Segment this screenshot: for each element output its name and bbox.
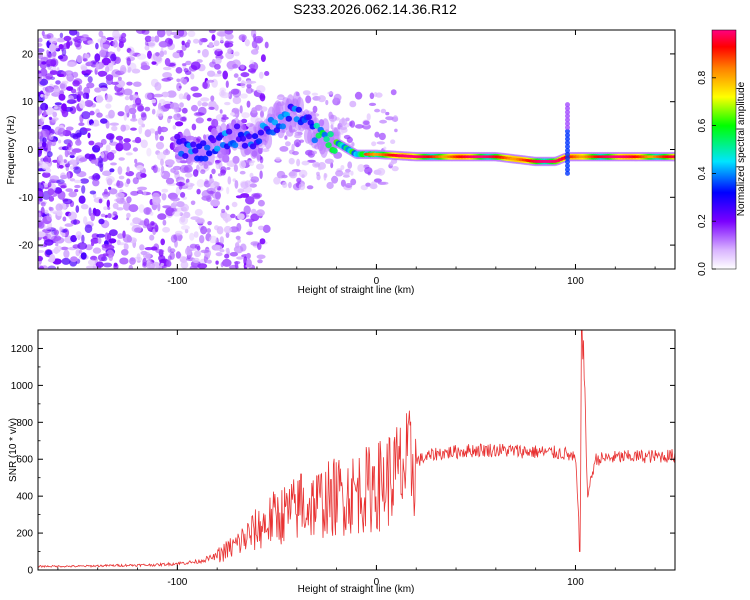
snr-y-tick-label: 1000 [11, 381, 34, 392]
spectrogram-x-tick-label: 100 [567, 276, 584, 287]
snr-y-axis-label: SNR (10 * v/v) [8, 418, 19, 482]
colorbar-gradient [711, 29, 737, 270]
snr-y-tick-label: 1200 [11, 344, 34, 355]
snr-y-tick-label: 800 [16, 418, 33, 429]
spectrogram-x-tick-label: 0 [374, 276, 380, 287]
snr-y-tick-label: 400 [16, 492, 33, 503]
spectrogram-noise-field [38, 30, 400, 269]
snr-x-axis-label: Height of straight line (km) [298, 584, 415, 595]
snr-x-tick-label: -100 [167, 577, 187, 588]
spectrogram-y-tick-label: 10 [22, 97, 34, 108]
snr-y-tick-label: 200 [16, 529, 33, 540]
colorbar-tick-label: 0.4 [697, 166, 708, 180]
spectrogram-ridge [173, 91, 675, 176]
spectrogram-y-tick-label: 20 [22, 49, 34, 60]
colorbar-label: Normalized spectral amplitude [736, 81, 747, 216]
colorbar-tick-label: 0.8 [697, 70, 708, 84]
snr-y-tick-label: 0 [27, 566, 33, 577]
colorbar: 0.0 0.2 0.4 0.6 0.8 Normalized spectral ampl… [697, 29, 747, 276]
colorbar-tick-label: 0.2 [697, 214, 708, 228]
spectrogram-y-tick-label: -10 [19, 193, 34, 204]
snr-x-tick-label: 0 [374, 577, 380, 588]
spectrogram-y-tick-label: 0 [27, 145, 33, 156]
spectrogram-x-axis-label: Height of straight line (km) [298, 285, 415, 296]
colorbar-tick-label: 0.0 [697, 262, 708, 276]
snr-y-tick-label: 600 [16, 455, 33, 466]
snr-x-tick-label: 100 [567, 577, 584, 588]
spectrogram-x-tick-label: -100 [167, 276, 187, 287]
snr-frame [37, 329, 676, 571]
snr-series-line [38, 330, 675, 569]
figure-title: S233.2026.062.14.36.R12 [293, 1, 457, 17]
spectrogram-y-tick-label: -20 [19, 241, 34, 252]
colorbar-tick-label: 0.6 [697, 118, 708, 132]
spectrogram-y-axis-label: Frequency (Hz) [6, 116, 17, 185]
